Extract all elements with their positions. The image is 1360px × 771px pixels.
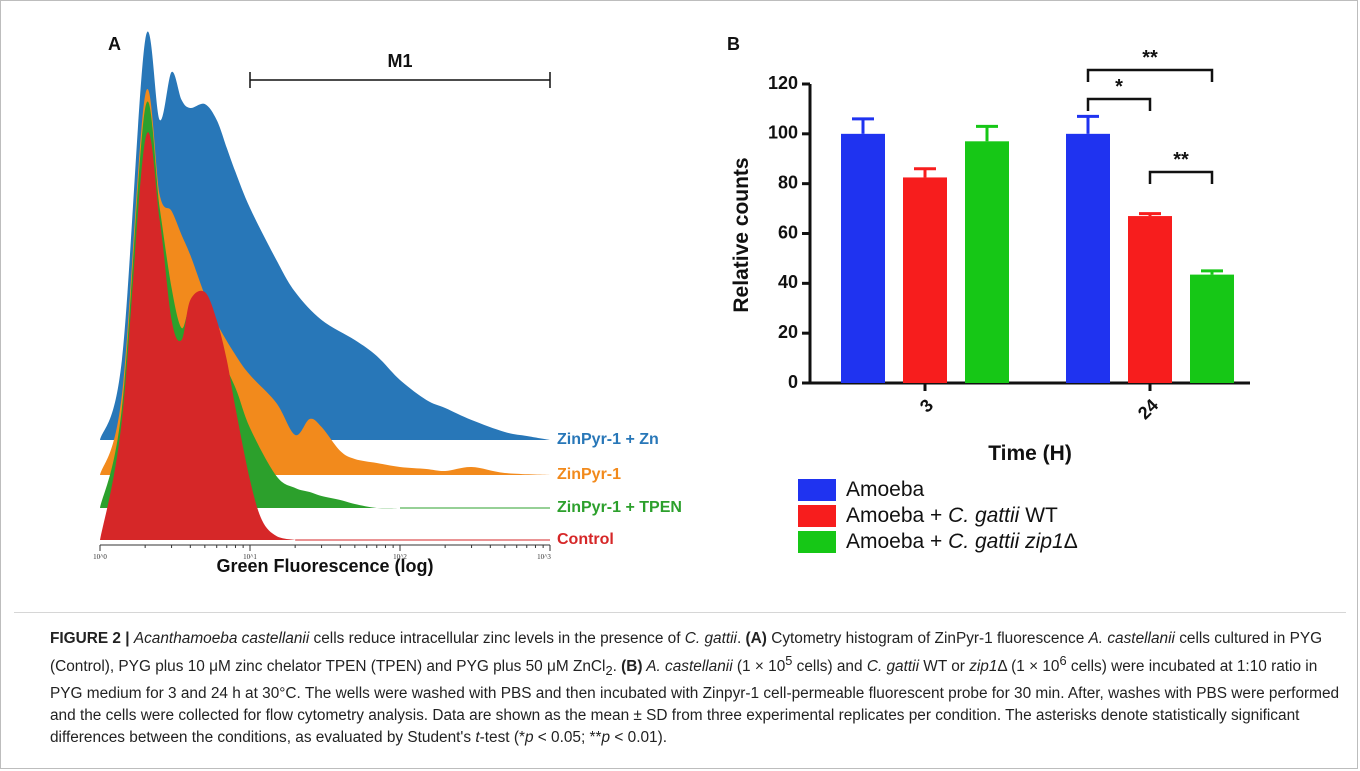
histogram-x-tick-label: 10^0 [93,553,107,561]
legend-label-prefix: Amoeba [846,478,925,501]
figure-caption: FIGURE 2 | Acanthamoeba castellanii cell… [50,628,1350,750]
bar-x-tick-label: 24 [1134,395,1162,423]
bar-amoeba-c-gattii-wt-3h [903,177,947,383]
legend-label-prefix: Amoeba + [846,530,948,553]
caption-a-text1: Cytometry histogram of ZinPyr-1 fluoresc… [766,630,1089,647]
bar-y-tick-label: 120 [768,73,798,93]
caption-b-text7: < 0.05; ** [533,729,602,747]
bar-amoeba-c-gattii-zip1-24h [1190,274,1234,383]
caption-a-text2: cells cultured in PYG (Control), PYG plu… [50,630,1323,676]
histogram-area-control [100,132,296,540]
caption-a-label: (A) [745,630,767,647]
bar-y-tick-label: 100 [768,123,798,143]
histogram-legend-control: Control [557,531,614,548]
significance-bracket [1086,68,1214,82]
panel-b-bar-chart: B 0 20 40 60 80 100 120 Relative counts 3 24 Time (… [727,34,1250,553]
caption-b-text1: (1 × 10 [732,658,786,676]
caption-b-italic5: p [524,729,534,747]
histogram-x-tick-label: 10^3 [537,553,551,561]
caption-a-italic: A. castellanii [1088,630,1175,647]
histogram-legend-zinpyr-1-tpen: ZinPyr-1 + TPEN [557,499,682,516]
significance-label: * [1115,76,1123,98]
legend-label-suffix: Δ [1064,530,1078,553]
figure-panels: A ZinPyr-1 + Zn ZinPyr-1 ZinPyr-1 + TPEN Con… [93,31,1250,576]
legend-swatch-amoeba [798,479,836,501]
caption-label: FIGURE 2 | [50,630,134,647]
legend-label-prefix: Amoeba + [846,504,948,527]
bar-y-tick-label: 80 [778,172,798,192]
panel-b-label: B [727,34,740,54]
legend-swatch-amoeba-c-gattii-wt [798,505,836,527]
m1-marker-label: M1 [387,51,412,71]
legend-label-amoeba: Amoeba [846,478,925,501]
panel-a-label: A [108,34,121,54]
bar-y-tick-label: 20 [778,322,798,342]
caption-b-sup2: 6 [1059,653,1067,669]
legend-label-italic: C. gattii [948,504,1021,527]
caption-b-italic2: C. gattii [866,658,920,676]
legend-label-suffix: WT [1019,504,1058,527]
caption-title-end: . [736,630,746,647]
significance-bracket [1086,97,1152,111]
caption-b-text5: cells) were incubated at 1:10 ratio in P… [50,658,1340,747]
bar-y-tick-label: 60 [778,222,798,242]
histogram-legend-zinpyr-1-zn: ZinPyr-1 + Zn [557,431,659,448]
bar-amoeba-c-gattii-zip1-3h [965,141,1009,383]
caption-box [0,600,1358,769]
significance-bracket [1148,170,1214,184]
caption-title-italic2: C. gattii [684,630,737,647]
caption-title-italic: Acanthamoeba castellanii [133,630,310,647]
significance-label: ** [1173,149,1189,171]
caption-a-text3: . [612,658,622,676]
caption-b-sup1: 5 [785,653,793,669]
panel-a-histogram: A ZinPyr-1 + Zn ZinPyr-1 ZinPyr-1 + TPEN Con… [93,31,682,576]
histogram-legend-zinpyr-1: ZinPyr-1 [557,466,621,483]
caption-a-sub: 2 [605,663,613,679]
caption-b-label: (B) [621,658,643,676]
significance-label: ** [1142,47,1158,69]
figure-svg: A ZinPyr-1 + Zn ZinPyr-1 ZinPyr-1 + TPEN Con… [93,31,1250,576]
caption-b-text8: < 0.01). [610,729,667,747]
bar-x-axis-title: Time (H) [988,442,1072,465]
histogram-x-axis-title: Green Fluorescence (log) [216,556,433,576]
bar-y-tick-label: 0 [788,372,798,392]
bar-x-tick-label: 3 [916,395,937,416]
bar-amoeba-c-gattii-wt-24h [1128,216,1172,383]
legend-label-italic: C. gattii zip1 [948,530,1064,553]
caption-divider [14,612,1346,613]
histogram-x-tick-label: 10^1 [243,553,257,561]
histogram-x-tick-label: 10^2 [393,553,407,561]
caption-b-text2: cells) and [792,658,867,676]
caption-b-italic1: A. castellanii [642,658,733,676]
caption-b-italic6: p [601,729,611,747]
legend-label-amoeba-c-gattii-wt: Amoeba + C. gattii WT [846,504,1058,527]
bar-y-tick-label: 40 [778,272,798,292]
caption-b-text3: WT or [919,658,970,676]
legend-swatch-amoeba-c-gattii-zip1 [798,531,836,553]
caption-b-text4: Δ (1 × 10 [997,658,1060,676]
caption-b-text6: -test (* [479,729,525,747]
figure-frame [0,0,1358,601]
caption-b-italic3: zip1 [969,658,998,676]
bar-amoeba-24h [1066,133,1110,383]
bar-y-axis-title: Relative counts [730,157,753,312]
caption-title-rest: cells reduce intracellular zinc levels i… [309,630,685,647]
caption-b-italic4: t [475,729,480,747]
bar-amoeba-3h [841,133,885,383]
legend-label-amoeba-c-gattii-zip1: Amoeba + C. gattii zip1Δ [846,530,1078,553]
